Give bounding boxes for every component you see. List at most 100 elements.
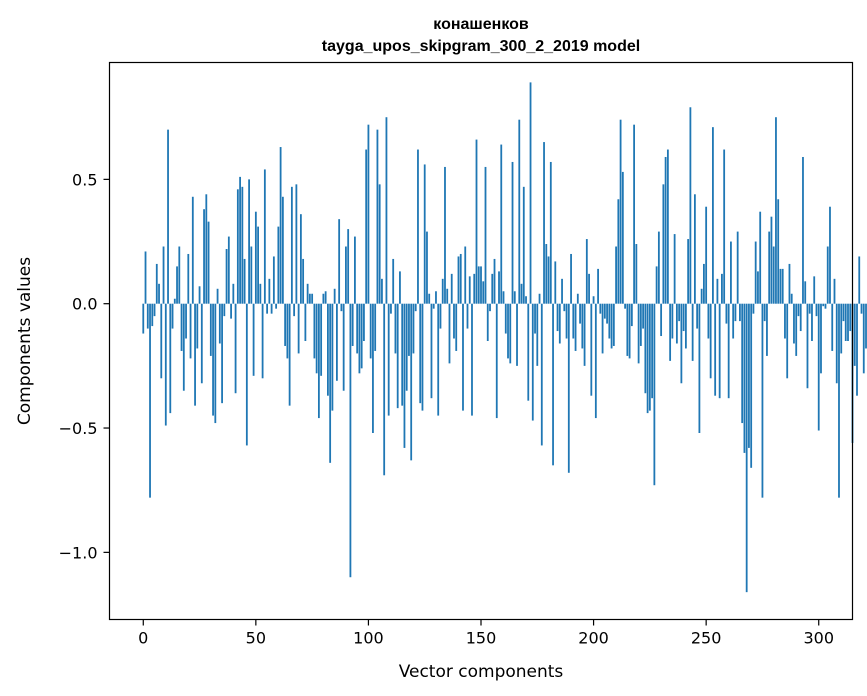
bar-269 bbox=[748, 303, 750, 448]
bar-48 bbox=[250, 246, 253, 304]
bar-256 bbox=[718, 303, 721, 399]
bar-153 bbox=[486, 303, 489, 341]
bar-259 bbox=[725, 303, 728, 324]
bar-92 bbox=[349, 303, 352, 578]
bar-174 bbox=[534, 303, 536, 334]
bar-12 bbox=[169, 303, 172, 414]
bar-128 bbox=[430, 303, 433, 399]
bar-211 bbox=[617, 199, 620, 304]
bar-130 bbox=[435, 291, 437, 304]
bar-40 bbox=[232, 283, 235, 304]
bar-61 bbox=[279, 147, 282, 304]
bar-220 bbox=[637, 303, 640, 364]
bar-146 bbox=[471, 303, 473, 416]
bar-70 bbox=[299, 214, 302, 304]
bar-25 bbox=[198, 286, 201, 304]
bar-36 bbox=[223, 303, 226, 317]
bar-35 bbox=[221, 303, 223, 404]
y-tick-label: 0.5 bbox=[72, 170, 97, 189]
bar-57 bbox=[270, 303, 273, 314]
bar-116 bbox=[403, 303, 406, 448]
bar-62 bbox=[281, 196, 284, 304]
bar-160 bbox=[502, 291, 505, 304]
bar-164 bbox=[511, 161, 514, 304]
bar-190 bbox=[570, 253, 572, 304]
bar-193 bbox=[576, 293, 579, 304]
y-tick-label: 0.0 bbox=[72, 295, 97, 314]
bar-97 bbox=[360, 303, 363, 369]
bar-168 bbox=[520, 283, 523, 304]
bar-135 bbox=[446, 288, 449, 304]
bar-79 bbox=[320, 303, 323, 376]
bar-156 bbox=[493, 258, 496, 304]
bar-290 bbox=[795, 303, 798, 356]
bar-147 bbox=[473, 273, 476, 304]
bar-308 bbox=[835, 303, 838, 384]
bar-2 bbox=[146, 303, 149, 329]
bar-187 bbox=[563, 303, 566, 312]
bar-58 bbox=[272, 256, 275, 304]
bar-247 bbox=[698, 303, 701, 433]
bar-262 bbox=[732, 303, 735, 339]
bar-121 bbox=[414, 303, 417, 312]
bar-115 bbox=[401, 303, 404, 406]
bar-273 bbox=[757, 271, 759, 304]
bar-52 bbox=[259, 283, 262, 304]
bar-232 bbox=[664, 156, 667, 304]
bar-141 bbox=[459, 253, 462, 304]
bar-284 bbox=[781, 268, 784, 304]
bar-283 bbox=[779, 268, 782, 304]
bar-244 bbox=[691, 303, 694, 361]
bar-176 bbox=[538, 293, 541, 304]
bar-83 bbox=[329, 303, 332, 463]
bar-136 bbox=[448, 303, 451, 364]
chart-subtitle: tayga_upos_skipgram_300_2_2019 model bbox=[322, 38, 640, 55]
bar-183 bbox=[554, 261, 557, 304]
bar-104 bbox=[376, 129, 379, 304]
bar-163 bbox=[509, 303, 512, 364]
bar-278 bbox=[768, 231, 771, 304]
bar-49 bbox=[252, 303, 255, 376]
bar-54 bbox=[263, 169, 266, 304]
bar-227 bbox=[653, 303, 656, 486]
bar-264 bbox=[736, 231, 739, 304]
bar-239 bbox=[680, 303, 683, 384]
bar-320 bbox=[862, 303, 865, 374]
bar-series bbox=[142, 82, 867, 593]
bar-263 bbox=[734, 303, 737, 322]
bar-169 bbox=[522, 186, 525, 304]
bar-305 bbox=[829, 206, 831, 304]
bar-181 bbox=[549, 161, 552, 304]
bar-111 bbox=[392, 258, 395, 304]
bar-192 bbox=[574, 303, 577, 351]
bar-204 bbox=[601, 303, 604, 354]
bar-73 bbox=[306, 283, 309, 304]
bar-145 bbox=[468, 276, 471, 304]
bar-155 bbox=[491, 273, 494, 304]
bar-166 bbox=[516, 303, 518, 366]
bar-173 bbox=[531, 303, 534, 421]
bar-124 bbox=[421, 303, 424, 411]
bar-3 bbox=[149, 303, 151, 498]
bar-93 bbox=[351, 303, 354, 346]
bar-265 bbox=[739, 303, 741, 322]
bar-318 bbox=[858, 256, 861, 304]
bar-106 bbox=[381, 278, 383, 304]
bar-296 bbox=[808, 303, 811, 314]
bar-9 bbox=[162, 246, 165, 304]
bar-32 bbox=[214, 303, 217, 424]
bar-105 bbox=[378, 184, 381, 304]
y-axis: −1.0 −0.5 0.0 0.5 bbox=[59, 170, 110, 562]
bar-161 bbox=[504, 303, 507, 334]
bar-289 bbox=[793, 303, 795, 344]
bar-33 bbox=[216, 288, 219, 304]
bar-243 bbox=[689, 107, 692, 304]
x-axis: 0 50 100 150 200 250 300 bbox=[138, 619, 834, 648]
x-axis-label: Vector components bbox=[399, 662, 564, 682]
bar-214 bbox=[624, 303, 626, 309]
bar-140 bbox=[457, 256, 460, 304]
bar-94 bbox=[354, 236, 356, 304]
bar-113 bbox=[396, 303, 399, 409]
bar-44 bbox=[241, 186, 244, 304]
bar-154 bbox=[489, 303, 491, 312]
